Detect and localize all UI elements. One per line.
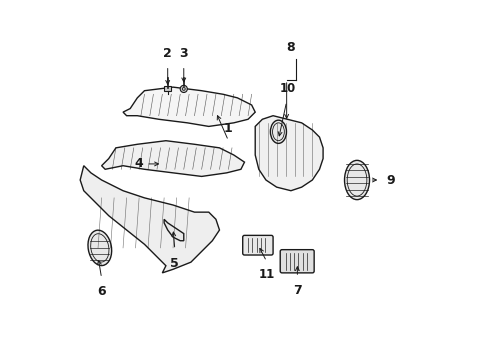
Polygon shape	[80, 166, 219, 273]
Text: 2: 2	[163, 47, 172, 60]
Ellipse shape	[88, 230, 111, 266]
FancyBboxPatch shape	[280, 249, 313, 273]
Circle shape	[180, 85, 187, 93]
Text: 8: 8	[285, 41, 294, 54]
Polygon shape	[255, 116, 323, 191]
Text: 4: 4	[135, 157, 143, 170]
Ellipse shape	[344, 160, 369, 200]
Text: 1: 1	[224, 122, 232, 135]
Text: 10: 10	[280, 82, 296, 95]
Polygon shape	[164, 219, 183, 241]
Polygon shape	[123, 87, 255, 126]
Bar	[164, 86, 171, 91]
Ellipse shape	[270, 120, 286, 143]
Polygon shape	[102, 141, 244, 176]
Text: 5: 5	[170, 257, 179, 270]
Text: 9: 9	[386, 174, 394, 186]
Text: 11: 11	[258, 267, 274, 280]
FancyBboxPatch shape	[242, 235, 272, 255]
Text: 6: 6	[97, 285, 106, 298]
Text: 7: 7	[292, 284, 301, 297]
Text: 3: 3	[179, 47, 188, 60]
